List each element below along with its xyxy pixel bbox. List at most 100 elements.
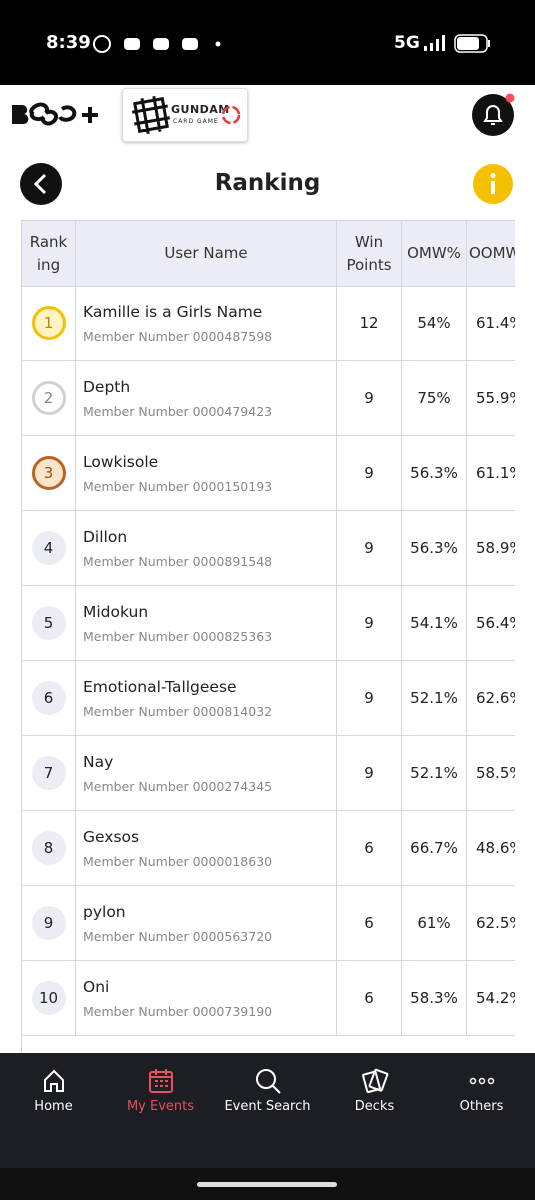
table-cell: 56.3% — [402, 511, 467, 586]
user-name: Gexsos — [83, 827, 140, 846]
oomw: 61.4% — [476, 314, 515, 332]
member-number: Member Number 0000814032 — [83, 703, 273, 719]
info-button[interactable] — [472, 163, 516, 207]
nav-icon — [361, 1068, 388, 1094]
table-cell: 58.3% — [402, 961, 467, 1036]
nav-label: My Events — [126, 1099, 195, 1114]
member-number: Member Number 0000891548 — [83, 553, 273, 569]
bottom-nav: Home My Events Event Search Decks Others — [0, 1053, 535, 1168]
network: 5G — [394, 33, 420, 53]
table-cell: 56.4% — [467, 586, 515, 661]
table-cell: 6 — [337, 811, 402, 886]
ranking-row: 1 Kamille is a Girls Name Member Number 00… — [22, 286, 515, 361]
column-header: Win Points — [337, 220, 402, 287]
ranking-table: Ranking User Name Win Points OMW% OOMW% 1 Kami… — [21, 220, 515, 1053]
status-bar: 8:39 5G — [0, 0, 535, 85]
table-cell: 6 — [337, 886, 402, 961]
user-name: Lowkisole — [83, 452, 159, 471]
ranking-row: 10 Oni Member Number 0000739190 6 58.3% 54.2% — [22, 961, 515, 1036]
oomw: 58.9% — [476, 539, 515, 557]
oomw: 55.9% — [476, 389, 515, 407]
brand-logo[interactable] — [10, 101, 102, 129]
back-button[interactable] — [20, 163, 64, 207]
ranking-row: 7 Nay Member Number 0000274345 9 52.1% 58.5% — [22, 736, 515, 811]
notification-bell[interactable] — [472, 93, 518, 139]
ranking-row: 8 Gexsos Member Number 0000018630 6 66.7% 48.… — [22, 811, 515, 886]
omw: 58.3% — [410, 989, 458, 1007]
ranking-row: 3 Lowkisole Member Number 0000150193 9 56.3%… — [22, 436, 515, 511]
nav-label: Event Search — [224, 1099, 311, 1114]
table-cell: Depth Member Number 0000479423 — [76, 361, 337, 436]
oomw: 58.5% — [476, 764, 515, 782]
table-cell: 54.2% — [467, 961, 515, 1036]
nav-item[interactable]: Decks — [321, 1053, 428, 1143]
table-cell: 61.1% — [467, 436, 515, 511]
nav-item[interactable]: Others — [428, 1053, 535, 1143]
logo-title: GUNDAM — [171, 103, 230, 116]
omw: 52.1% — [410, 689, 458, 707]
rank-badge: 5 — [31, 606, 66, 640]
rank-badge: 1 — [31, 306, 66, 340]
win-points: 9 — [364, 614, 374, 632]
table-cell: 1 — [22, 286, 76, 361]
rank-badge: 4 — [31, 531, 66, 565]
oomw: 54.2% — [476, 989, 515, 1007]
table-cell: 10 — [22, 961, 76, 1036]
nav-item[interactable]: Home — [0, 1053, 107, 1143]
nav-icon — [255, 1069, 281, 1094]
table-cell: 8 — [22, 811, 76, 886]
table-cell: 58.9% — [467, 511, 515, 586]
game-logo[interactable]: GUNDAM CARD GAME — [122, 88, 248, 142]
table-cell: 9 — [337, 361, 402, 436]
table-cell: 75% — [402, 361, 467, 436]
win-points: 6 — [364, 914, 374, 932]
oomw: 61.1% — [476, 464, 515, 482]
user-name: Oni — [83, 977, 110, 996]
home-indicator — [197, 1182, 337, 1187]
nav-item[interactable]: Event Search — [214, 1053, 321, 1143]
table-cell: 4 — [22, 511, 76, 586]
nav-label: Decks — [354, 1099, 395, 1114]
member-number: Member Number 0000274345 — [83, 778, 273, 794]
rank-badge: 10 — [31, 981, 66, 1015]
table-cell: Emotional-Tallgeese Member Number 0000814… — [76, 661, 337, 736]
table-cell: 5 — [22, 586, 76, 661]
win-points: 9 — [364, 389, 374, 407]
omw: 56.3% — [410, 464, 458, 482]
member-number: Member Number 0000479423 — [83, 403, 273, 419]
oomw: 48.6% — [476, 839, 515, 857]
column-header: Ranking — [22, 220, 76, 287]
member-number: Member Number 0000487598 — [83, 328, 273, 344]
user-name: pylon — [83, 902, 126, 921]
table-cell: Lowkisole Member Number 0000150193 — [76, 436, 337, 511]
table-cell: 62.6% — [467, 661, 515, 736]
table-cell: 48.6% — [467, 811, 515, 886]
table-cell: Midokun Member Number 0000825363 — [76, 586, 337, 661]
app-header: GUNDAM CARD GAME — [0, 85, 535, 155]
rank-badge: 8 — [31, 831, 66, 865]
nav-icon — [43, 1069, 64, 1092]
table-cell: Oni Member Number 0000739190 — [76, 961, 337, 1036]
user-name: Dillon — [83, 527, 128, 546]
table-cell: 66.7% — [402, 811, 467, 886]
omw: 54.1% — [410, 614, 458, 632]
ranking-row: 2 Depth Member Number 0000479423 9 75% 55.9% — [22, 361, 515, 436]
nav-item[interactable]: My Events — [107, 1053, 214, 1143]
table-cell: 52.1% — [402, 661, 467, 736]
win-points: 9 — [364, 464, 374, 482]
column-header-text: User Name — [164, 244, 248, 262]
table-cell: 9 — [22, 886, 76, 961]
table-cell: Gexsos Member Number 0000018630 — [76, 811, 337, 886]
column-header: OOMW% — [467, 220, 515, 287]
system-bar — [0, 1168, 535, 1200]
column-header-text: OOMW% — [469, 244, 515, 262]
ranking-row: 9 pylon Member Number 0000563720 6 61% 62.5% — [22, 886, 515, 961]
table-cell: Nay Member Number 0000274345 — [76, 736, 337, 811]
nav-icon — [469, 1077, 494, 1085]
rank-badge: 2 — [31, 381, 66, 415]
table-cell: 6 — [22, 661, 76, 736]
table-cell: 62.5% — [467, 886, 515, 961]
member-number: Member Number 0000825363 — [83, 628, 273, 644]
column-header-text: OMW% — [407, 244, 461, 262]
